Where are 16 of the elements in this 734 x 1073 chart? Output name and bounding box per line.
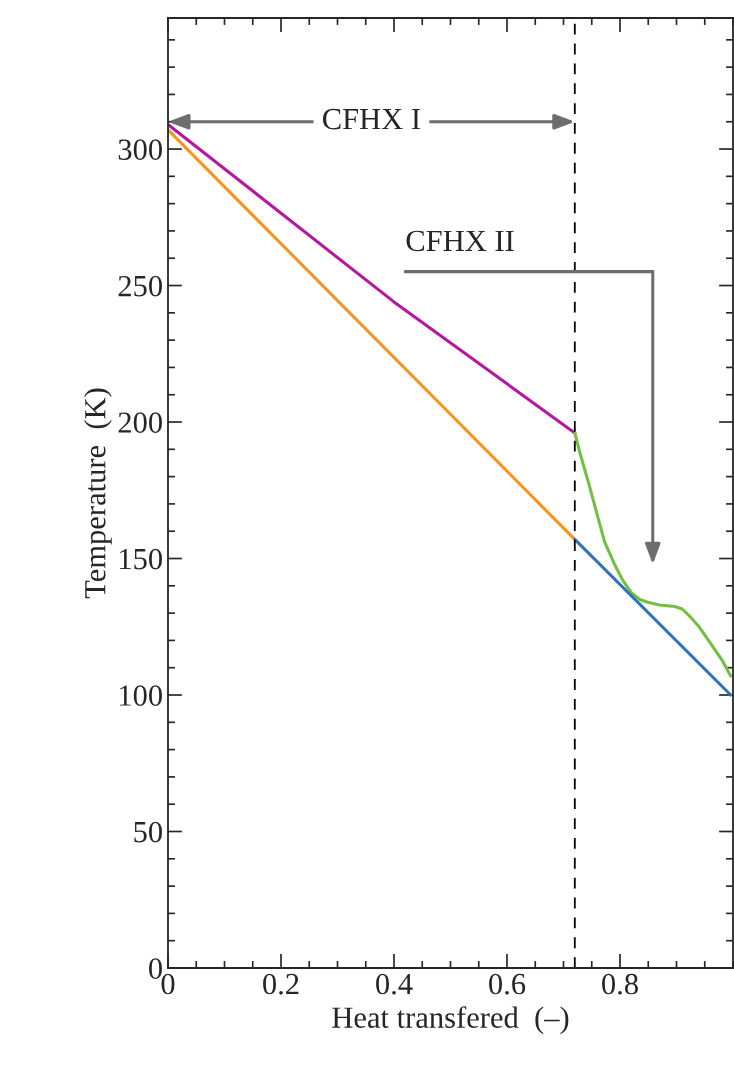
x-tick-label: 0.2 [263, 973, 299, 995]
x-tick-label: 0.4 [376, 973, 413, 995]
y-tick-label: 50 [134, 821, 162, 843]
y-tick-label: 100 [119, 685, 162, 706]
x-tick-label: 0.6 [489, 973, 526, 995]
y-tick-label: 150 [119, 548, 162, 570]
x-tick-label: 0.8 [602, 973, 638, 995]
y-tick-label: 0 [149, 958, 162, 979]
annotation: CFHX II [406, 230, 514, 252]
y-axis-title: Temperature (K) [84, 388, 112, 599]
y-tick-label: 300 [118, 139, 162, 160]
y-tick-label: 250 [118, 275, 162, 297]
x-axis-title: Heat transfered (–) [332, 1006, 569, 1035]
y-tick-label: 200 [118, 412, 162, 433]
annotation: CFHX I [323, 108, 420, 130]
line-series [573, 431, 733, 678]
